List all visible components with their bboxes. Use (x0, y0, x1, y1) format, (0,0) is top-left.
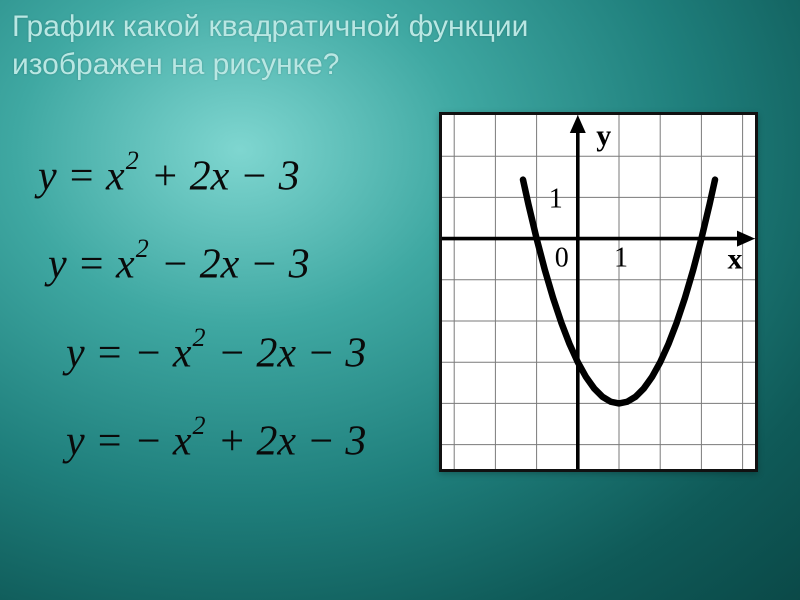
sign: − (134, 418, 173, 464)
tail: + 2x − 3 (207, 418, 366, 464)
lhs: y (66, 330, 85, 376)
svg-text:1: 1 (614, 243, 628, 274)
parabola-chart: 1 0 1 х у (439, 112, 758, 472)
exp: 2 (193, 323, 206, 352)
chart-axes (442, 115, 755, 469)
var: x (173, 418, 192, 464)
lhs: y (48, 242, 67, 288)
sign: − (134, 330, 173, 376)
answer-options: y = x2 + 2x − 3 y = x2 − 2x − 3 y = − x2… (30, 120, 410, 499)
title-line-2: изображен на рисунке? (12, 48, 340, 81)
svg-text:1: 1 (549, 183, 563, 214)
lhs: y (66, 418, 85, 464)
page-title: График какой квадратичной функции изобра… (12, 8, 788, 83)
svg-text:у: у (596, 119, 611, 152)
exp: 2 (136, 234, 149, 263)
exp: 2 (193, 411, 206, 440)
option-1[interactable]: y = x2 + 2x − 3 (30, 146, 410, 200)
var: x (116, 242, 135, 288)
tail: − 2x − 3 (207, 330, 366, 376)
svg-text:х: х (728, 243, 743, 276)
option-3[interactable]: y = − x2 − 2x − 3 (30, 323, 410, 377)
option-2[interactable]: y = x2 − 2x − 3 (30, 234, 410, 288)
exp: 2 (126, 146, 139, 175)
var: x (106, 153, 125, 199)
var: x (173, 330, 192, 376)
title-line-1: График какой квадратичной функции (12, 10, 528, 43)
svg-text:0: 0 (555, 243, 569, 274)
chart-grid (442, 115, 755, 469)
tail: − 2x − 3 (150, 242, 309, 288)
option-4[interactable]: y = − x2 + 2x − 3 (30, 411, 410, 465)
tail: + 2x − 3 (140, 153, 299, 199)
lhs: y (38, 153, 57, 199)
chart-svg: 1 0 1 х у (442, 115, 755, 469)
